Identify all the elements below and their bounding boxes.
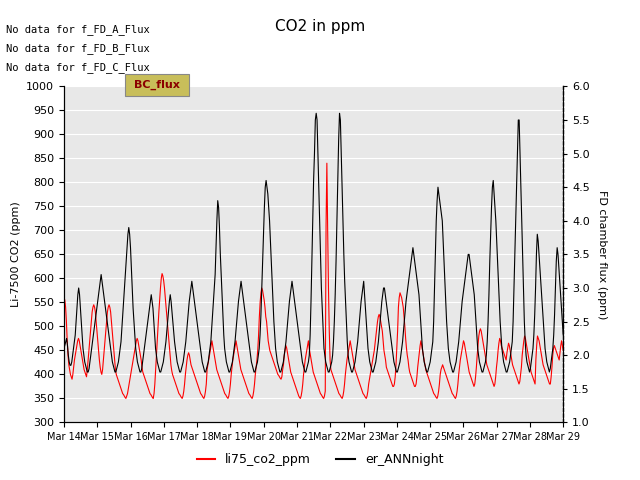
Y-axis label: FD chamber flux (ppm): FD chamber flux (ppm) bbox=[596, 190, 607, 319]
Text: No data for f_FD_C_Flux: No data for f_FD_C_Flux bbox=[6, 62, 150, 73]
Text: BC_flux: BC_flux bbox=[134, 80, 180, 90]
Text: No data for f_FD_B_Flux: No data for f_FD_B_Flux bbox=[6, 43, 150, 54]
Text: CO2 in ppm: CO2 in ppm bbox=[275, 19, 365, 34]
Legend: li75_co2_ppm, er_ANNnight: li75_co2_ppm, er_ANNnight bbox=[191, 448, 449, 471]
Text: No data for f_FD_A_Flux: No data for f_FD_A_Flux bbox=[6, 24, 150, 35]
Y-axis label: Li-7500 CO2 (ppm): Li-7500 CO2 (ppm) bbox=[11, 202, 20, 307]
